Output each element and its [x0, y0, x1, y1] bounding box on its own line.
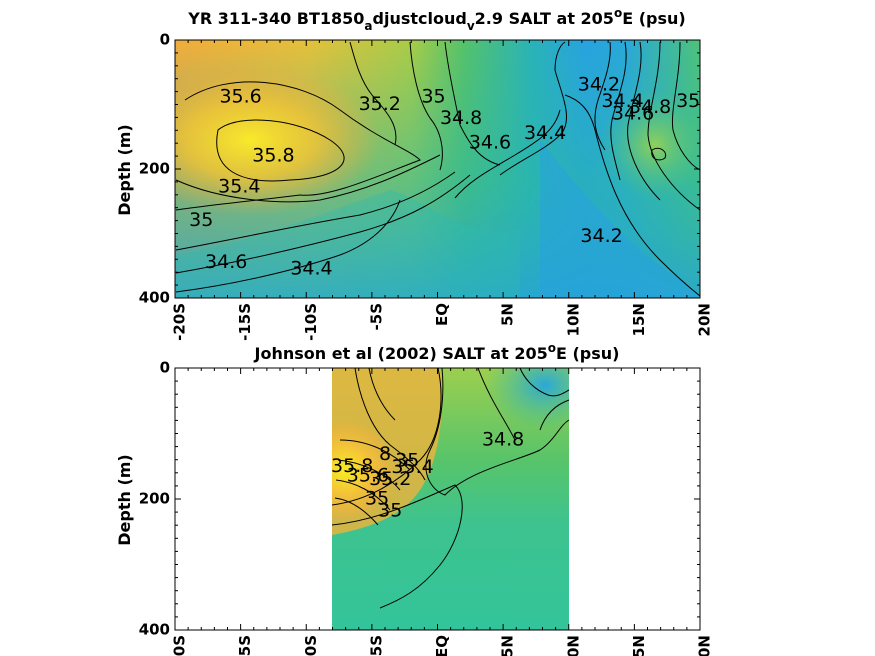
contour-label: 34.2 — [578, 74, 620, 96]
contour-label: 35 — [378, 499, 402, 521]
x-tick-label: EQ — [433, 635, 451, 656]
contour-label: 35 — [676, 90, 700, 112]
contour-label: 34.6 — [205, 251, 247, 273]
y-tick-label: 200 — [139, 490, 170, 508]
x-tick-label: 5N — [499, 635, 517, 656]
panel-1-title: YR 311-340 BT1850adjustcloudv2.9 SALT at… — [187, 6, 685, 33]
x-tick-label: 15N — [630, 635, 648, 656]
contour-label: 35.2 — [359, 93, 401, 115]
contour-label: 35.6 — [347, 465, 389, 487]
x-tick-label: 10N — [564, 635, 582, 656]
contour-label: 35.6 — [219, 85, 261, 107]
contour-label: 34.4 — [290, 257, 332, 279]
x-tick-label: 15N — [630, 303, 648, 336]
panel-1-y-axis: 0 200 400 — [139, 31, 700, 307]
contour-label: 35.4 — [391, 456, 433, 478]
panel-2-salinity-field — [332, 368, 569, 630]
x-tick-label: 20N — [696, 303, 714, 336]
panel-2-y-axis: 0 200 400 — [139, 359, 700, 639]
panel-2-title: Johnson et al (2002) SALT at 205oE (psu) — [254, 341, 620, 363]
contour-label: 34.8 — [629, 96, 671, 118]
contour-label: 35.4 — [218, 176, 260, 198]
contour-label: 34.8 — [482, 429, 524, 451]
x-tick-label: -10S — [302, 303, 320, 341]
y-tick-label: 400 — [139, 289, 170, 307]
panel-1-salinity-field — [175, 40, 700, 298]
x-tick-label: 5N — [499, 303, 517, 326]
contour-label: 35 — [189, 209, 213, 231]
panel-2-y-axis-label: Depth (m) — [115, 454, 134, 546]
x-tick-label: -5S — [367, 635, 385, 656]
contour-label: 35 — [365, 488, 389, 510]
panel-1-y-axis-label: Depth (m) — [115, 124, 134, 216]
panel-1: YR 311-340 BT1850adjustcloudv2.9 SALT at… — [115, 6, 714, 341]
contour-label: 35 — [395, 450, 419, 472]
panel-2-contours — [331, 367, 570, 609]
panel-1-x-axis: -20S -15S -10S -5S EQ 5N 10N 15N 20N — [171, 40, 714, 341]
contour-label: 35.8 — [331, 455, 373, 477]
x-tick-label: -5S — [367, 303, 385, 330]
contour-label: 34.6 — [612, 103, 654, 125]
contour-label: 34.4 — [601, 90, 643, 112]
contour-label: 34.8 — [440, 107, 482, 129]
y-tick-label: 400 — [139, 621, 170, 639]
y-tick-label: 200 — [139, 160, 170, 178]
x-tick-label: -15S — [236, 635, 254, 656]
panel-2: Johnson et al (2002) SALT at 205oE (psu)… — [115, 341, 714, 656]
panel-2-x-axis: -20S -15S -10S -5S EQ 5N 10N 15N 20N — [171, 368, 714, 656]
contour-label: 35 — [421, 85, 445, 107]
contour-label: 8 — [379, 443, 391, 465]
contour-label: 34.4 — [524, 122, 566, 144]
x-tick-label: 10N — [564, 303, 582, 336]
contour-label: 35.2 — [369, 468, 411, 490]
x-tick-label: EQ — [433, 303, 451, 326]
x-tick-label: -15S — [236, 303, 254, 341]
contour-label: 34.2 — [580, 225, 622, 247]
x-tick-label: -10S — [302, 635, 320, 656]
x-tick-label: -20S — [171, 635, 189, 656]
y-tick-label: 0 — [160, 359, 170, 377]
panel-1-contours — [175, 41, 701, 297]
contour-label: 34.6 — [469, 132, 511, 154]
contour-label: 35.8 — [252, 145, 294, 167]
x-tick-label: -20S — [171, 303, 189, 341]
x-tick-label: 20N — [696, 635, 714, 656]
y-tick-label: 0 — [160, 31, 170, 49]
